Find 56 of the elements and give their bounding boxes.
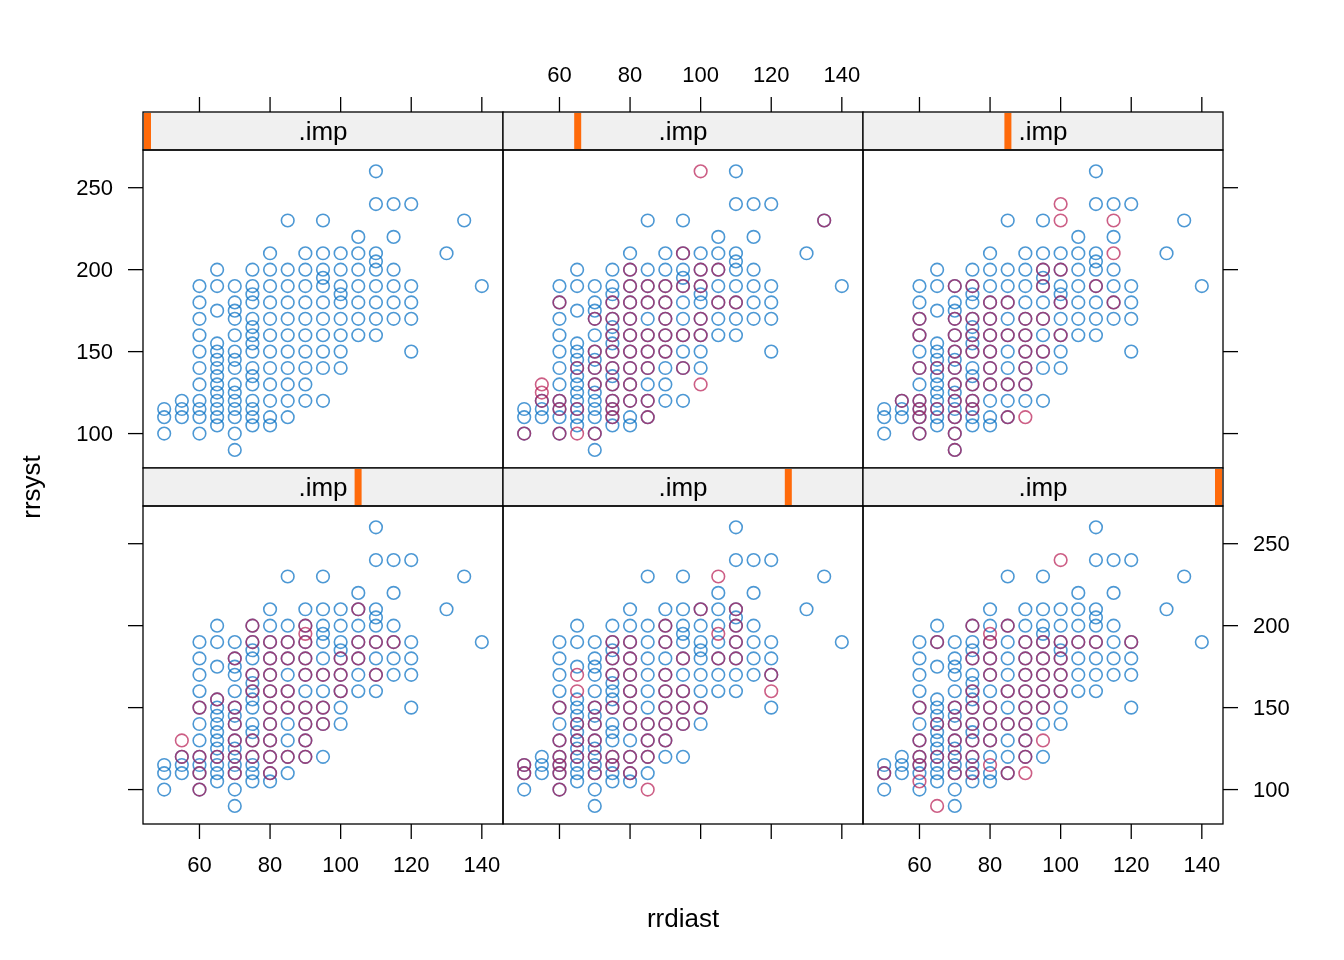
point [1018,410,1033,425]
point [764,684,779,699]
point [693,164,708,179]
y-tick-label: 100 [1253,777,1290,803]
point [534,377,549,392]
x-tick-label: 60 [907,852,932,877]
point [912,774,927,789]
point [298,626,313,641]
x-tick-label: 80 [257,852,283,877]
point [982,757,998,773]
point [570,667,585,682]
point [930,798,945,814]
point [693,377,708,392]
x-axis-title: rrdiast [646,903,720,933]
point [982,626,998,641]
point [1035,733,1051,748]
x-tick-label: 100 [1042,852,1080,877]
chart-title: .imp [1018,472,1068,502]
x-tick-label: 120 [1112,852,1150,877]
x-tick-label: 100 [322,852,360,877]
chart-title: .imp [298,116,348,146]
y-axis-title: rrsyst [16,454,46,519]
x-tick-label: 140 [1183,852,1221,877]
y-tick-label: 150 [1253,695,1290,721]
y-tick-label: 250 [1253,531,1290,557]
x-tick-label: 60 [187,852,212,877]
y-tick-label: 150 [76,339,113,365]
point [534,385,549,400]
chart-title: .imp [658,472,708,502]
point [1053,196,1068,212]
y-tick-label: 200 [1253,613,1290,639]
point [1053,213,1068,228]
point [711,626,726,641]
point [570,426,585,441]
x-tick-label: 140 [463,852,501,877]
y-tick-label: 250 [76,175,113,201]
point [174,733,189,748]
x-tick-label: 140 [823,62,861,87]
y-tick-label: 200 [76,257,113,283]
x-tick-label: 100 [682,62,720,87]
point [1018,766,1033,781]
point [1053,552,1068,568]
x-tick-label: 120 [392,852,430,877]
point [570,684,585,699]
y-tick-label: 100 [76,421,113,447]
point [711,569,726,584]
x-tick-label: 120 [752,62,790,87]
point [1106,213,1121,228]
x-tick-label: 80 [617,62,643,87]
point [640,782,655,797]
x-tick-label: 60 [547,62,572,87]
point [1106,246,1121,261]
chart-title: .imp [1018,116,1068,146]
chart-title: .imp [658,116,708,146]
chart-title: .imp [298,472,348,502]
x-tick-label: 80 [977,852,1003,877]
